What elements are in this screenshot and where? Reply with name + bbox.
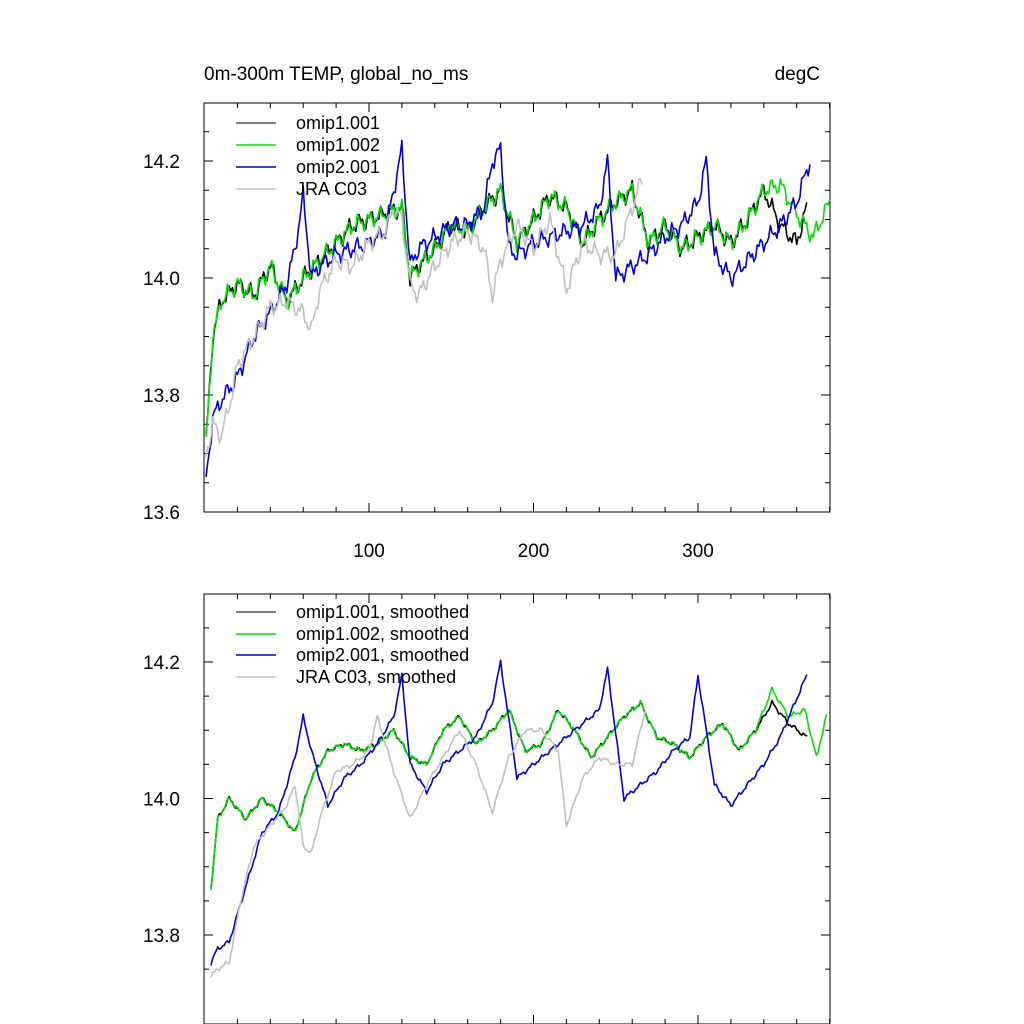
bottom-series-lines: [210, 659, 828, 978]
series-line-omip2-001-smoothed: [210, 659, 808, 966]
series-line-jra-c03: [205, 178, 643, 458]
series-line-omip1-002: [205, 178, 831, 438]
bottom-legend: omip1.001, smoothed omip1.002, smoothed …: [236, 602, 469, 687]
y-tick-label: 14.2: [143, 653, 180, 674]
units-label: degC: [775, 64, 820, 85]
legend-label-jra-c03-smoothed: JRA C03, smoothed: [296, 667, 456, 687]
x-tick-label: 300: [682, 541, 714, 562]
legend-label-jra-c03: JRA C03: [296, 179, 367, 199]
legend-label-omip2-001: omip2.001: [296, 157, 380, 177]
bottom-plot-frame: [203, 593, 831, 1024]
chart-title: 0m-300m TEMP, global_no_ms: [204, 64, 468, 85]
top-series-lines: [205, 139, 831, 478]
y-tick-label: 13.8: [143, 926, 180, 947]
legend-label-omip1-001-smoothed: omip1.001, smoothed: [296, 602, 469, 622]
bottom-axis-ticks: 13.8 14.0 14.2: [143, 594, 831, 1024]
top-panel: 0m-300m TEMP, global_no_ms degC 13.6 13.8…: [143, 64, 831, 562]
y-tick-label: 14.2: [143, 152, 180, 173]
y-tick-label: 13.6: [143, 503, 180, 524]
y-tick-label: 14.0: [143, 790, 180, 811]
series-line-jra-c03-smoothed: [210, 710, 647, 978]
legend-label-omip1-002: omip1.002: [296, 135, 380, 155]
x-tick-label: 100: [353, 541, 385, 562]
legend-label-omip1-001: omip1.001: [296, 113, 380, 133]
series-line-omip1-002-smoothed: [210, 686, 828, 891]
top-legend: omip1.001 omip1.002 omip2.001 JRA C03: [236, 113, 380, 199]
y-tick-label: 13.8: [143, 386, 180, 407]
legend-label-omip1-002-smoothed: omip1.002, smoothed: [296, 624, 469, 644]
legend-label-omip2-001-smoothed: omip2.001, smoothed: [296, 645, 469, 665]
bottom-panel: 13.8 14.0 14.2 omip1.001, smoothed omip1.0…: [143, 593, 831, 1024]
top-axis-ticks: 13.6 13.8 14.0 14.2 100 200 300: [143, 103, 831, 562]
y-tick-label: 14.0: [143, 269, 180, 290]
x-tick-label: 200: [518, 541, 550, 562]
